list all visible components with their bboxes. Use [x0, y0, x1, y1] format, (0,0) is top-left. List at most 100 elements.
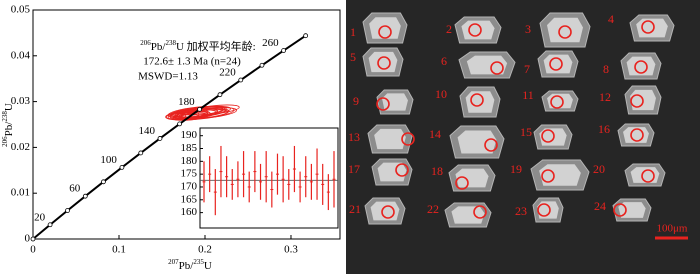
- grain-core: [374, 128, 406, 150]
- age-point: [238, 77, 244, 83]
- error-ellipse: [187, 104, 240, 116]
- age-point: [119, 165, 125, 170]
- grain-label: 9: [353, 94, 359, 108]
- age-label: 60: [69, 183, 81, 195]
- spot: [395, 163, 409, 177]
- grain-label: 1: [350, 25, 356, 39]
- age-point: [101, 179, 106, 185]
- spot: [473, 205, 487, 219]
- grain-label: 11: [522, 88, 534, 102]
- spot: [537, 203, 551, 217]
- spot: [541, 169, 555, 183]
- spot: [455, 176, 469, 190]
- grain-label: 15: [520, 125, 532, 139]
- inset-frame: [199, 127, 339, 229]
- age-label: 180: [178, 96, 195, 108]
- y-tick-label: 0.04: [11, 49, 31, 61]
- age-point: [65, 208, 70, 213]
- grain-label: 17: [348, 162, 360, 176]
- x-tick-label: 0: [30, 244, 36, 256]
- grain-label: 10: [435, 87, 447, 101]
- grain-core: [537, 201, 559, 219]
- age-point: [82, 193, 88, 199]
- spot: [490, 61, 504, 75]
- age-point: [281, 48, 286, 53]
- label-part: 238: [1, 111, 9, 122]
- plot-frame: [32, 9, 341, 240]
- age-label: 260: [262, 37, 279, 49]
- error-ellipse: [184, 109, 229, 119]
- x-tick-label: 0.3: [284, 244, 298, 256]
- label-part: Pb/: [3, 121, 15, 137]
- grain-core: [377, 162, 407, 182]
- scale-bar-label: 100μm: [657, 223, 688, 235]
- grain-label: 6: [441, 54, 447, 68]
- grain-core: [382, 93, 408, 111]
- label-part: Pb/: [179, 260, 195, 272]
- spot: [550, 95, 564, 109]
- inset-tick-label: 160: [181, 206, 198, 218]
- grain-label: 4: [608, 12, 614, 26]
- grain-label: 22: [427, 202, 439, 216]
- y-tick-label: 0.02: [11, 141, 30, 153]
- grain-core: [636, 18, 668, 38]
- age-point: [138, 150, 144, 156]
- grain-label: 14: [429, 127, 441, 141]
- y-tick-label: 0.01: [11, 187, 30, 199]
- grain-core: [543, 54, 573, 74]
- spot: [558, 25, 572, 39]
- grain-label: 19: [510, 162, 522, 176]
- label-part: U: [3, 103, 15, 111]
- grain-label: 24: [594, 199, 606, 213]
- age-point: [47, 222, 53, 228]
- x-axis-label: 207Pb/235U: [168, 258, 212, 272]
- grain-core: [539, 164, 581, 186]
- inset-tick-label: 180: [181, 155, 198, 167]
- inset-tick-label: 190: [181, 129, 198, 141]
- grain-label: 3: [525, 22, 531, 36]
- grain-label: 7: [524, 62, 530, 76]
- age-label: 20: [34, 211, 46, 223]
- grain-core: [626, 56, 656, 76]
- label-part: Pb/: [151, 41, 167, 53]
- label-part: 206: [1, 136, 9, 147]
- grain-label: 12: [599, 90, 611, 104]
- age-point: [157, 136, 163, 141]
- grain-core: [451, 206, 485, 224]
- spot: [641, 20, 655, 34]
- inset-tick-label: 175: [181, 168, 198, 180]
- y-axis-label: 206Pb/238U: [1, 103, 15, 147]
- grain-label: 18: [431, 164, 443, 178]
- grain-label: 20: [593, 162, 605, 176]
- spot: [378, 25, 392, 39]
- spot: [401, 132, 415, 146]
- grain-label: 21: [349, 202, 361, 216]
- grain-label: 8: [603, 62, 609, 76]
- age-point: [259, 62, 265, 68]
- x-tick-label: 0.2: [198, 244, 212, 256]
- grain-core: [539, 128, 567, 146]
- grain-label: 5: [350, 50, 356, 64]
- grain-label: 23: [515, 204, 527, 218]
- error-ellipse: [167, 105, 227, 119]
- annotation: MSWD=1.13: [138, 71, 198, 83]
- label-part: 238: [165, 39, 176, 47]
- age-label: 220: [219, 67, 236, 79]
- age-label: 100: [100, 154, 117, 166]
- spot: [641, 169, 655, 183]
- label-part: 206: [140, 39, 151, 47]
- age-point: [197, 106, 202, 112]
- label-part: U: [204, 260, 212, 272]
- spot: [377, 56, 391, 70]
- annotation: 206Pb/238U 加权平均年龄:: [140, 39, 255, 53]
- grain-label: 2: [446, 22, 452, 36]
- y-tick-label: 0.05: [11, 4, 31, 16]
- grain-core: [461, 20, 495, 40]
- spot: [634, 60, 648, 74]
- age-point: [177, 121, 182, 127]
- grain-core: [547, 17, 583, 43]
- label-part: U 加权平均年龄:: [176, 39, 256, 53]
- grain-core: [368, 51, 398, 73]
- label-part: 207: [168, 258, 179, 266]
